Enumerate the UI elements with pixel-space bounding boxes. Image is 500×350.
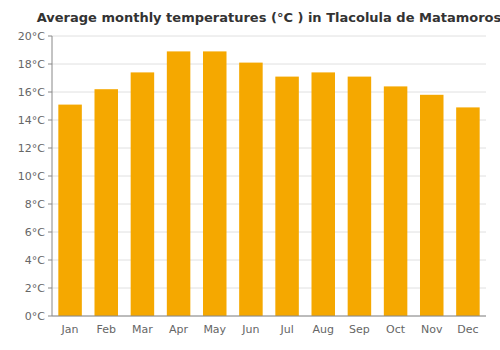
bar: Jun: 18.1: [239, 63, 263, 316]
y-tick: [48, 288, 52, 289]
title: Average monthly temperatures (°C ) in Tl…: [37, 10, 500, 25]
y-axis: 0°C 2°C 4°C 6°C 8°C 10°C 12°C 14°C 16°C 18°C 20°C: [18, 30, 52, 323]
bar: Nov: 15.8: [420, 95, 444, 316]
bar: Feb: 16.2: [94, 89, 118, 316]
x-tick-label: Jun: [241, 323, 259, 336]
bar: Oct: 16.4: [384, 86, 408, 316]
grid-line: [52, 316, 486, 317]
x-tick-label: Sep: [349, 323, 370, 336]
bar: Dec: 14.9: [456, 107, 480, 316]
y-axis-line: [52, 36, 53, 316]
y-tick: [48, 148, 52, 149]
x-tick-label: Dec: [457, 323, 478, 336]
y-tick-label: 6°C: [25, 226, 45, 239]
bar: May: 18.9: [203, 51, 227, 316]
grid: [52, 36, 486, 316]
y-tick: [48, 36, 52, 37]
x-tick-label: Jan: [61, 323, 79, 336]
grid-line: [52, 36, 486, 37]
y-tick: [48, 316, 52, 317]
bar: Jan: 15.1: [58, 105, 82, 316]
y-tick-label: 20°C: [18, 30, 45, 43]
x-tick-label: Apr: [169, 323, 189, 336]
y-tick: [48, 204, 52, 205]
x-tick-label: Mar: [132, 323, 153, 336]
x-tick-label: Jul: [279, 323, 293, 336]
x-axis-line: [52, 316, 486, 317]
y-tick-label: 8°C: [25, 198, 45, 211]
x-tick-label: Oct: [386, 323, 406, 336]
x-axis: Jan Feb Mar Apr May Jun Jul Aug Sep Oct Nov Dec: [52, 316, 486, 336]
y-tick-label: 10°C: [18, 170, 45, 183]
x-tick-label: Feb: [97, 323, 116, 336]
bar: Aug: 17.4: [311, 72, 335, 316]
y-tick-label: 14°C: [18, 114, 45, 127]
grid-line: [52, 64, 486, 65]
bar: Sep: 17.1: [348, 77, 372, 316]
y-tick: [48, 260, 52, 261]
bar: Apr: 18.9: [167, 51, 191, 316]
bars: Jan: 15.1 Feb: 16.2 Mar: 17.4 Apr: 18.9 May:…: [58, 51, 479, 316]
x-tick-label: Nov: [421, 323, 443, 336]
bar: Mar: 17.4: [131, 72, 155, 316]
y-tick: [48, 232, 52, 233]
y-tick-label: 18°C: [18, 58, 45, 71]
y-tick: [48, 92, 52, 93]
y-tick-label: 12°C: [18, 142, 45, 155]
y-tick-label: 2°C: [25, 282, 45, 295]
y-tick-label: 16°C: [18, 86, 45, 99]
y-tick-label: 4°C: [25, 254, 45, 267]
y-tick: [48, 120, 52, 121]
x-tick-label: May: [203, 323, 226, 336]
y-tick: [48, 176, 52, 177]
y-tick-label: 0°C: [25, 310, 45, 323]
chart: Average monthly temperatures (°C ) in Tl…: [0, 0, 500, 350]
y-tick: [48, 64, 52, 65]
bar: Jul: 17.1: [275, 77, 299, 316]
x-tick-label: Aug: [313, 323, 334, 336]
